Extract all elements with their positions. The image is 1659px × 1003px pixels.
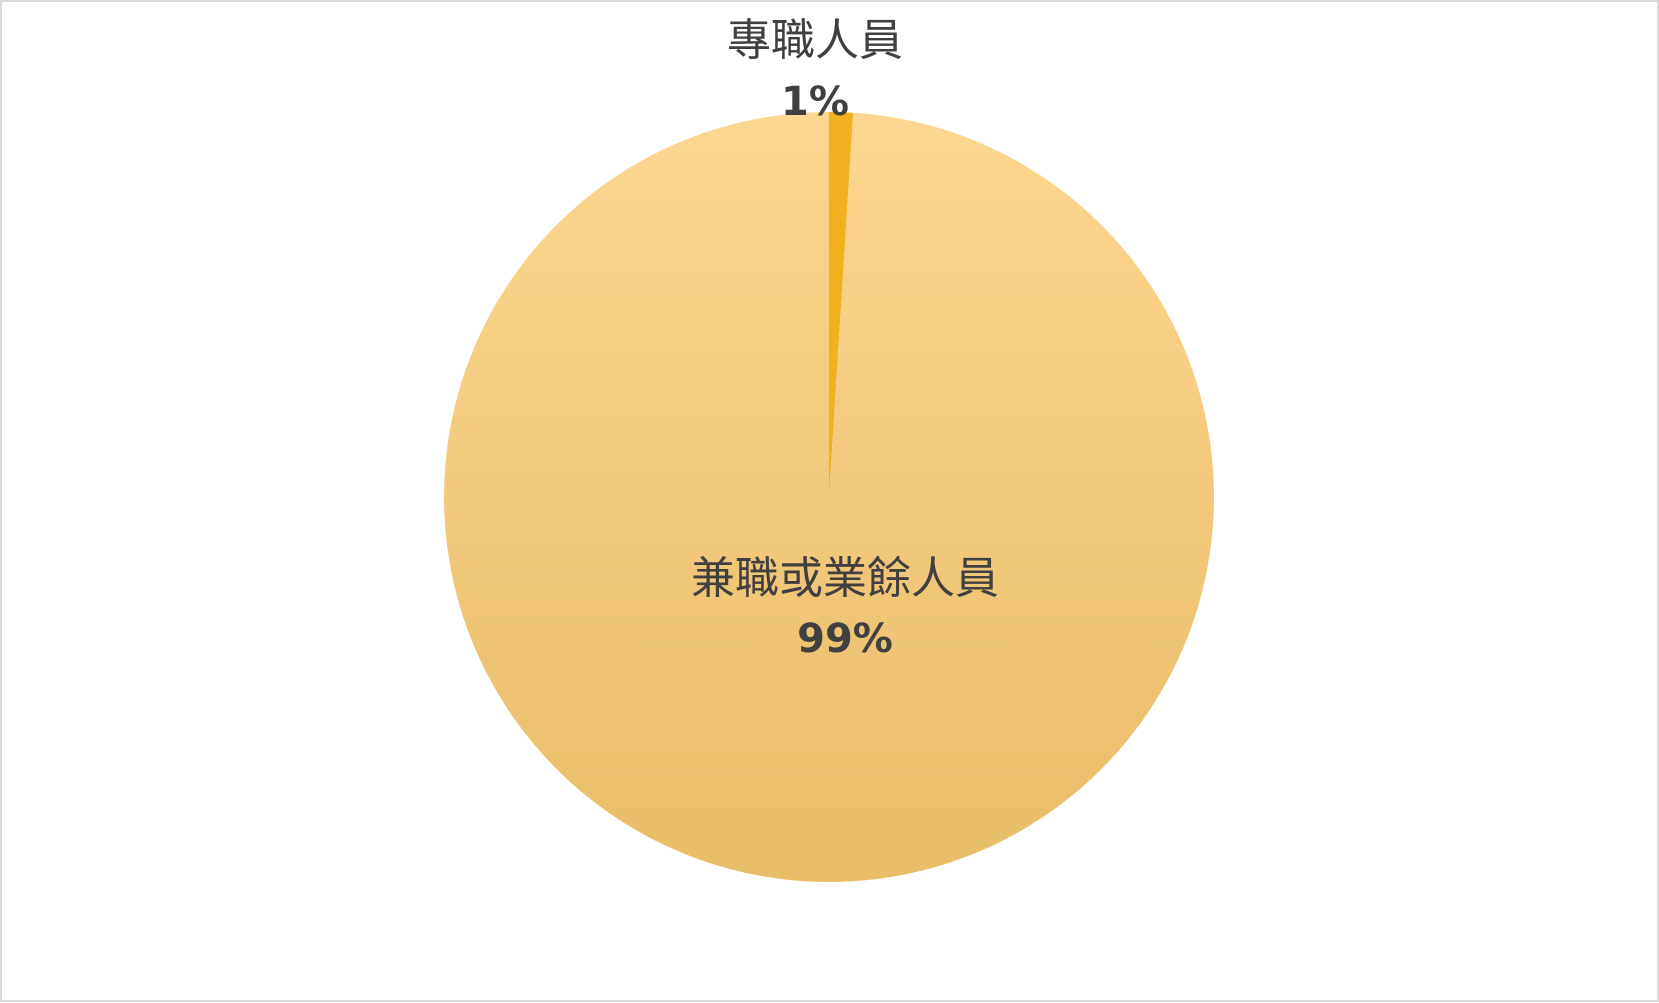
- pie-slice-fulltime: [829, 112, 854, 497]
- slice-label-fulltime: 專職人員: [727, 15, 903, 66]
- pie-slice-parttime: [443, 112, 1214, 882]
- slice-label-parttime: 兼職或業餘人員: [691, 553, 999, 604]
- slice-percent-fulltime: 1%: [781, 79, 849, 125]
- pie-labels: 專職人員 1% 兼職或業餘人員 99%: [691, 15, 999, 662]
- slice-percent-parttime: 99%: [797, 616, 893, 662]
- pie-slices: [443, 112, 1214, 882]
